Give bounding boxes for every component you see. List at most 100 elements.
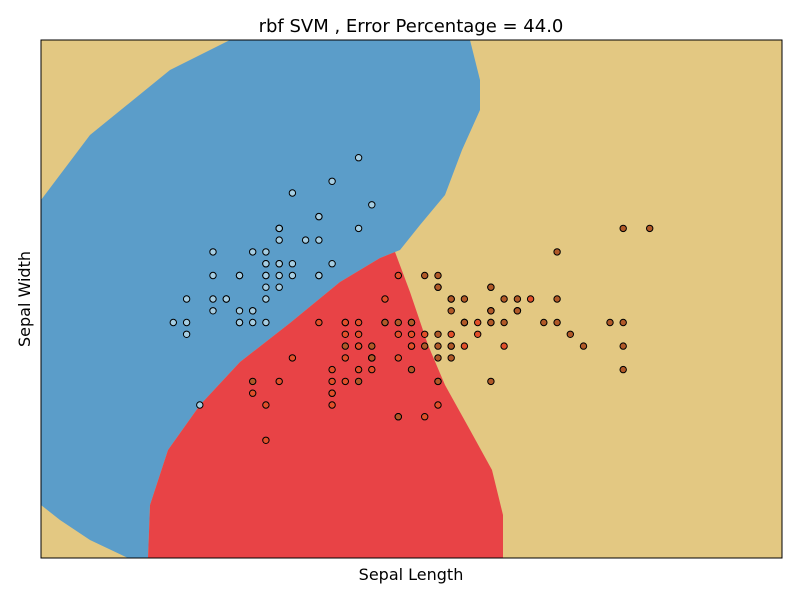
data-point-setosa xyxy=(275,260,283,268)
data-point-setosa xyxy=(249,307,257,315)
data-point-setosa xyxy=(262,318,270,327)
data-point-virginica xyxy=(460,295,469,303)
data-point-versicolor xyxy=(354,342,363,350)
data-point-versicolor xyxy=(354,365,363,374)
data-point-versicolor xyxy=(249,389,257,397)
data-point-versicolor xyxy=(328,401,336,409)
data-point-virginica xyxy=(434,283,442,291)
data-point-setosa xyxy=(328,260,336,268)
data-point-versicolor xyxy=(262,401,270,409)
data-point-versicolor xyxy=(315,318,323,327)
data-point-versicolor xyxy=(500,342,508,350)
data-point-setosa xyxy=(235,271,244,280)
data-point-setosa xyxy=(235,318,244,327)
data-point-setosa xyxy=(275,236,283,244)
data-point-virginica xyxy=(434,271,442,280)
data-point-setosa xyxy=(301,236,310,244)
data-point-virginica xyxy=(500,318,508,327)
data-point-versicolor xyxy=(328,389,336,397)
data-point-virginica xyxy=(354,377,363,386)
plot-area xyxy=(41,40,782,558)
data-point-versicolor xyxy=(381,295,389,303)
data-point-virginica xyxy=(553,248,561,256)
data-point-virginica xyxy=(447,354,455,362)
data-point-setosa xyxy=(182,330,191,338)
data-point-setosa xyxy=(262,271,270,280)
data-point-setosa xyxy=(209,295,217,303)
data-point-setosa xyxy=(315,212,323,221)
x-axis-label: Sepal Length xyxy=(359,565,464,584)
data-point-virginica xyxy=(500,295,508,303)
plot-frame xyxy=(40,39,783,559)
data-point-virginica xyxy=(394,413,402,421)
data-point-virginica xyxy=(487,283,495,291)
data-point-virginica xyxy=(619,224,627,233)
data-point-virginica xyxy=(434,377,442,386)
data-point-virginica xyxy=(460,318,469,327)
data-point-versicolor xyxy=(407,342,416,350)
data-point-setosa xyxy=(209,248,217,256)
data-point-setosa xyxy=(249,318,257,327)
data-point-setosa xyxy=(368,201,376,209)
data-point-virginica xyxy=(407,365,416,374)
data-point-versicolor xyxy=(474,318,482,327)
scatter-points xyxy=(169,154,654,444)
data-point-virginica xyxy=(434,330,442,338)
data-point-versicolor xyxy=(421,330,429,338)
data-point-setosa xyxy=(315,236,323,244)
data-point-setosa xyxy=(222,295,231,303)
data-point-virginica xyxy=(434,354,442,362)
data-point-virginica xyxy=(368,342,376,350)
decision-region-setosa xyxy=(41,40,480,558)
data-point-versicolor xyxy=(275,377,283,386)
data-point-virginica xyxy=(619,342,627,350)
data-point-setosa xyxy=(249,248,257,256)
data-point-virginica xyxy=(566,330,574,338)
data-point-setosa xyxy=(262,283,270,291)
decision-region-versicolor xyxy=(148,252,503,558)
data-point-setosa xyxy=(169,318,178,327)
data-point-versicolor xyxy=(394,330,402,338)
data-point-setosa xyxy=(262,248,270,256)
data-point-setosa xyxy=(328,177,336,186)
data-point-setosa xyxy=(288,189,297,197)
data-point-versicolor xyxy=(526,295,535,303)
data-point-setosa xyxy=(209,271,217,280)
data-point-virginica xyxy=(447,342,455,350)
data-point-versicolor xyxy=(341,330,349,338)
data-point-virginica xyxy=(421,342,429,350)
data-point-setosa xyxy=(262,260,270,268)
data-point-setosa xyxy=(235,307,244,315)
data-point-setosa xyxy=(354,154,363,162)
data-point-setosa xyxy=(182,295,191,303)
data-point-virginica xyxy=(447,295,455,303)
data-point-virginica xyxy=(394,318,402,327)
data-point-virginica xyxy=(646,224,654,233)
data-point-virginica xyxy=(619,318,627,327)
data-point-versicolor xyxy=(288,354,297,362)
data-point-virginica xyxy=(579,342,588,350)
data-point-virginica xyxy=(487,307,495,315)
data-point-virginica xyxy=(249,377,257,386)
data-point-virginica xyxy=(606,318,614,327)
chart-title: rbf SVM , Error Percentage = 44.0 xyxy=(259,16,564,37)
data-point-versicolor xyxy=(341,318,349,327)
data-point-setosa xyxy=(182,318,191,327)
data-point-virginica xyxy=(513,295,522,303)
data-point-setosa xyxy=(288,260,297,268)
data-point-versicolor xyxy=(474,330,482,338)
data-point-virginica xyxy=(553,295,561,303)
data-point-setosa xyxy=(275,271,283,280)
data-point-versicolor xyxy=(394,271,402,280)
data-point-virginica xyxy=(513,307,522,315)
data-point-versicolor xyxy=(394,354,402,362)
data-point-setosa xyxy=(354,224,363,233)
data-point-virginica xyxy=(553,318,561,327)
data-point-setosa xyxy=(275,283,283,291)
data-point-virginica xyxy=(381,318,389,327)
data-point-setosa xyxy=(196,401,204,409)
data-point-virginica xyxy=(619,365,627,374)
data-point-virginica xyxy=(487,377,495,386)
data-point-versicolor xyxy=(341,354,349,362)
